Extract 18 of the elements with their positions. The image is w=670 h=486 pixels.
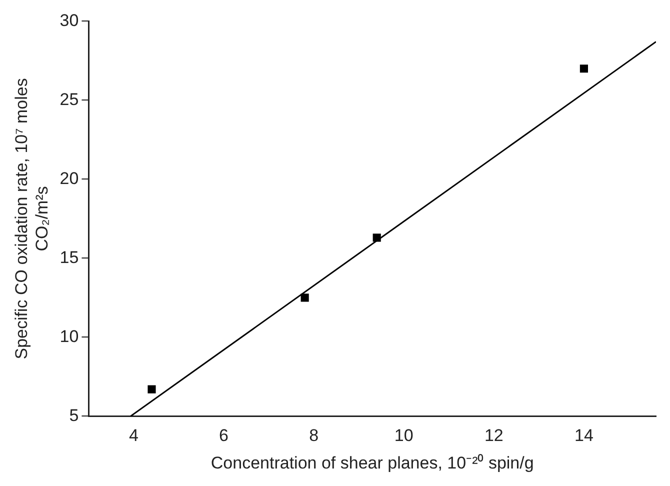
x-tick-label: 8 <box>309 426 319 446</box>
y-tick-label: 20 <box>60 168 79 188</box>
x-tick-label: 6 <box>219 426 229 446</box>
x-tick-label: 12 <box>484 426 504 446</box>
y-tick-label: 25 <box>60 90 79 109</box>
x-tick-label: 4 <box>129 426 138 446</box>
y-axis-title: Specific CO oxidation rate, 10⁷ moles CO₂/m²s <box>12 78 52 360</box>
y-tick-label: 30 <box>60 10 79 30</box>
x-axis-title: Concentration of shear planes, 10⁻²⁰ spin/g <box>210 453 534 472</box>
x-tick-label: 10 <box>394 426 414 446</box>
y-tick-label: 15 <box>60 248 79 267</box>
point <box>372 234 381 242</box>
x-tick-label: 14 <box>574 426 594 446</box>
y-tick-label: 10 <box>60 326 79 346</box>
point <box>580 64 588 73</box>
y-tick-label: 5 <box>69 406 79 425</box>
point <box>148 385 156 394</box>
point <box>300 294 309 302</box>
